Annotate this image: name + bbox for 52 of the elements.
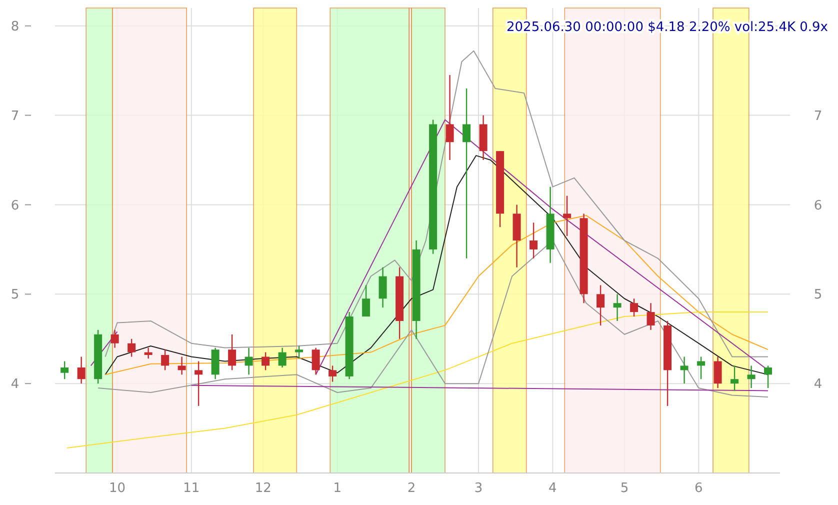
x-tick-label: 10 (108, 481, 126, 496)
candlestick (630, 298, 638, 318)
candlestick (328, 365, 337, 382)
candlestick (244, 347, 253, 376)
candlestick (77, 356, 86, 384)
x-tick-label: 5 (620, 481, 629, 496)
candlestick (563, 195, 572, 237)
candlestick (144, 347, 152, 360)
candlestick (596, 284, 605, 326)
candlestick (764, 365, 772, 389)
line-series (104, 50, 769, 358)
candlestick (128, 338, 136, 358)
x-tick-label: 12 (254, 481, 272, 496)
candlestick (646, 302, 655, 331)
candlestick (278, 347, 286, 368)
candlestick (462, 88, 471, 259)
candlestick (446, 74, 454, 161)
x-tick-label: 6 (694, 481, 703, 496)
candlestick (194, 360, 203, 407)
y-tick-label: 4 (10, 377, 20, 392)
candlestick (697, 356, 706, 380)
candlestick (378, 266, 387, 308)
y-tick-label: 8 (10, 19, 20, 34)
y-tick-label: 6 (10, 198, 20, 214)
candlestick (714, 356, 722, 389)
y2-tick-label: 6 (814, 198, 822, 214)
candlestick (110, 329, 119, 348)
candlestick (262, 352, 270, 371)
y2-tick-label: 7 (814, 108, 822, 124)
candlestick (362, 284, 370, 318)
candlestick (295, 345, 304, 360)
line-series (104, 214, 769, 376)
x-tick-label: 1 (333, 481, 342, 496)
line-series (66, 312, 769, 448)
candlestick (312, 347, 320, 376)
candlestick (228, 334, 236, 371)
candlestick (730, 365, 739, 392)
candlestick (613, 294, 622, 322)
candlestick (178, 356, 186, 376)
y2-tick-label: 4 (814, 377, 822, 392)
candlestick (60, 360, 69, 380)
y-tick-label: 5 (10, 288, 20, 303)
candlestick (747, 365, 756, 389)
candlestick (680, 356, 688, 384)
y-tick-label: 7 (10, 108, 20, 124)
candlestick (530, 222, 538, 259)
y2-tick-label: 5 (814, 288, 822, 303)
x-tick-label: 3 (474, 481, 483, 496)
x-tick-label: 11 (183, 481, 200, 496)
x-tick-label: 4 (548, 481, 557, 496)
candlestick (161, 348, 170, 371)
x-tick-label: 2 (407, 481, 416, 496)
